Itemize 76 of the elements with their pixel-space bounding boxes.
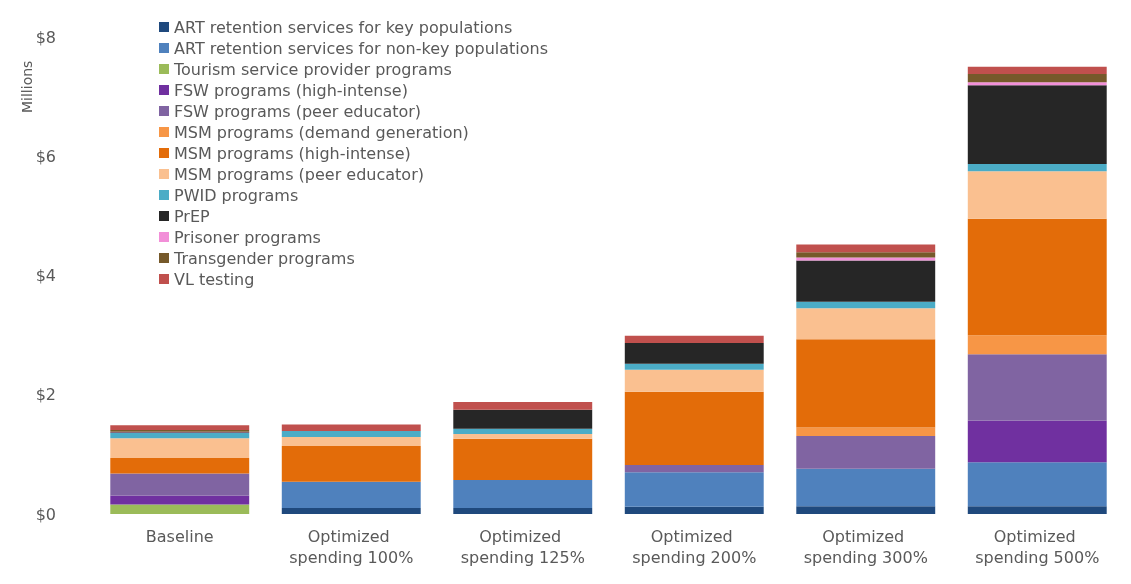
bar <box>453 409 593 429</box>
bar <box>624 506 764 514</box>
legend-label: ART retention services for non-key populations <box>174 38 549 58</box>
bar <box>967 420 1107 463</box>
y-tick-label: $0 <box>35 504 56 524</box>
legend-label: MSM programs (high-intense) <box>174 143 411 163</box>
bar <box>967 218 1107 336</box>
x-tick-label: Optimized spending 200% <box>632 527 757 567</box>
x-tick-label: Optimized spending 500% <box>975 527 1100 567</box>
bar <box>967 73 1107 83</box>
bar <box>796 468 936 507</box>
bar <box>796 427 936 436</box>
x-tick-label: Optimized spending 300% <box>803 527 928 567</box>
bar <box>967 462 1107 507</box>
bar <box>967 335 1107 355</box>
bar <box>453 480 593 509</box>
bar <box>281 424 421 432</box>
bar <box>967 506 1107 514</box>
legend-label: VL testing <box>174 269 255 289</box>
bar <box>796 252 936 258</box>
legend-label: MSM programs (peer educator) <box>174 164 424 184</box>
y-axis-title: Millions <box>19 60 35 113</box>
bar <box>796 257 936 261</box>
legend-label: FSW programs (peer educator) <box>174 101 422 121</box>
bar <box>453 434 593 439</box>
bar <box>281 431 421 438</box>
bar <box>110 425 250 430</box>
legend-label: Tourism service provider programs <box>173 59 452 79</box>
bar <box>110 495 250 505</box>
bar <box>796 301 936 309</box>
bar <box>281 481 421 509</box>
bar <box>453 428 593 435</box>
bar <box>967 85 1107 164</box>
bar <box>281 437 421 447</box>
legend-label: MSM programs (demand generation) <box>174 122 469 142</box>
bar <box>624 369 764 392</box>
bar <box>796 308 936 340</box>
x-tick-label: Optimized spending 125% <box>460 527 585 567</box>
bar <box>796 435 936 469</box>
bar <box>453 508 593 514</box>
bar <box>110 432 250 439</box>
bar <box>967 164 1107 172</box>
bar <box>110 504 250 514</box>
bar <box>624 335 764 343</box>
bar <box>967 354 1107 421</box>
bar <box>624 391 764 466</box>
y-tick-label: $6 <box>35 146 56 166</box>
bar <box>967 66 1107 74</box>
bar <box>281 508 421 514</box>
bar <box>110 457 250 474</box>
legend-label: PWID programs <box>174 185 299 205</box>
bar <box>796 506 936 514</box>
bar <box>624 465 764 473</box>
bar <box>281 446 421 482</box>
bar <box>624 472 764 507</box>
y-tick-label: $8 <box>35 27 56 47</box>
bar <box>967 171 1107 219</box>
bar <box>624 363 764 370</box>
bar <box>796 260 936 302</box>
legend-label: Transgender programs <box>173 248 355 268</box>
legend-label: ART retention services for key populations <box>174 17 513 37</box>
y-tick-label: $4 <box>35 266 56 285</box>
bar <box>453 401 593 410</box>
legend-label: PrEP <box>174 206 211 226</box>
legend-label: FSW programs (high-intense) <box>174 80 408 100</box>
y-tick-label: $2 <box>35 385 56 405</box>
bar <box>796 244 936 253</box>
bar <box>110 473 250 496</box>
bar <box>967 82 1107 86</box>
legend-label: Prisoner programs <box>174 227 321 247</box>
bar <box>624 342 764 364</box>
bar <box>453 438 593 481</box>
bar <box>796 339 936 428</box>
x-tick-label: Baseline <box>145 527 214 546</box>
x-tick-label: Optimized spending 100% <box>289 527 414 567</box>
bar <box>110 438 250 458</box>
